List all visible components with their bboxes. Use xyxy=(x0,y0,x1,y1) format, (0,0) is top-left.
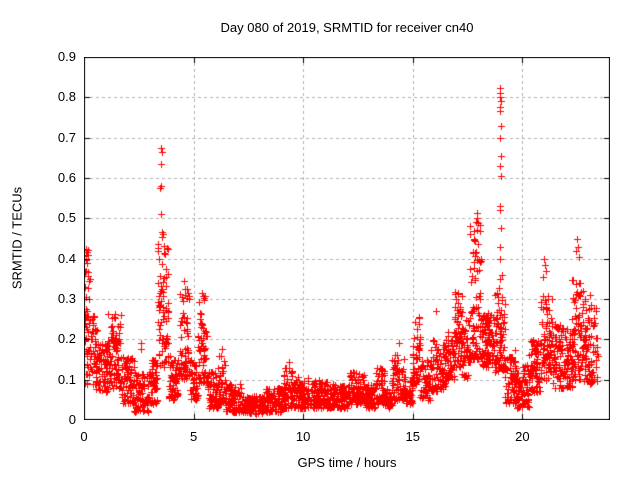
x-tick-label: 5 xyxy=(189,429,198,444)
y-tick-label: 0.4 xyxy=(57,250,76,266)
x-axis-label: GPS time / hours xyxy=(297,455,397,470)
x-tick-label: 20 xyxy=(515,429,530,444)
chart-title: Day 080 of 2019, SRMTID for receiver cn4… xyxy=(220,20,474,35)
y-tick-label: 0.3 xyxy=(57,291,76,306)
y-tick-label: 0.5 xyxy=(57,210,76,226)
y-tick-label: 0.9 xyxy=(57,49,76,64)
y-tick-label: 0.8 xyxy=(57,89,76,105)
y-tick-label: 0.2 xyxy=(57,331,76,347)
plot-area xyxy=(84,57,610,420)
y-tick-label: 0.7 xyxy=(57,129,76,145)
y-tick-label: 0 xyxy=(68,412,76,427)
x-tick-label: 15 xyxy=(405,429,420,444)
y-axis-label: SRMTID / TECUs xyxy=(9,186,25,290)
y-tick-label: 0.1 xyxy=(57,371,76,387)
x-tick-label: 0 xyxy=(80,429,88,444)
x-tick-label: 10 xyxy=(295,429,311,444)
y-tick-label: 0.6 xyxy=(57,170,76,185)
